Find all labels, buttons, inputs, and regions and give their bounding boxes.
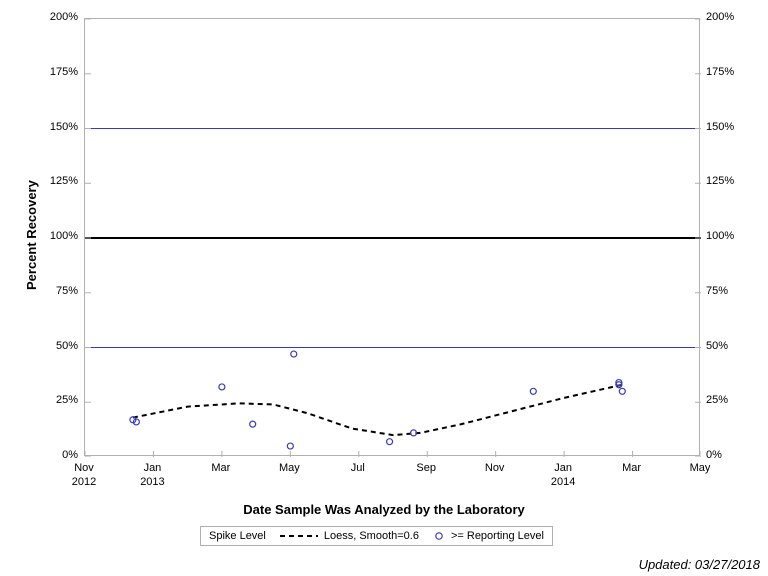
x-tick-label: Nov — [69, 462, 99, 474]
plot-svg — [85, 19, 701, 457]
x-tick-sublabel: 2013 — [132, 476, 172, 488]
y-tick-label: 150% — [50, 121, 78, 133]
y-tick-label: 50% — [56, 340, 78, 352]
y-tick-label: 100% — [50, 230, 78, 242]
y-tick-label-right: 125% — [706, 175, 734, 187]
dash-line-icon — [280, 531, 318, 541]
y-tick-label-right: 200% — [706, 11, 734, 23]
y-tick-label: 200% — [50, 11, 78, 23]
legend-item-reporting: >= Reporting Level — [433, 530, 544, 542]
y-tick-label: 75% — [56, 285, 78, 297]
x-axis-label: Date Sample Was Analyzed by the Laborato… — [0, 502, 768, 517]
x-tick-label: Mar — [617, 462, 647, 474]
chart-container: Percent Recovery Date Sample Was Analyze… — [0, 0, 768, 576]
x-tick-label: Jan — [137, 462, 167, 474]
legend-label: Loess, Smooth=0.6 — [324, 530, 419, 542]
x-tick-sublabel: 2012 — [64, 476, 104, 488]
x-tick-label: May — [685, 462, 715, 474]
circle-marker-icon — [433, 530, 445, 542]
y-tick-label-right: 50% — [706, 340, 728, 352]
y-tick-label: 25% — [56, 394, 78, 406]
legend: Spike Level Loess, Smooth=0.6 >= Reporti… — [200, 526, 553, 546]
x-tick-sublabel: 2014 — [543, 476, 583, 488]
x-tick-label: Jul — [343, 462, 373, 474]
y-tick-label-right: 75% — [706, 285, 728, 297]
plot-area — [84, 18, 700, 456]
y-tick-label-right: 150% — [706, 121, 734, 133]
legend-item-loess: Loess, Smooth=0.6 — [280, 530, 419, 542]
y-tick-label-right: 25% — [706, 394, 728, 406]
y-tick-label-right: 175% — [706, 66, 734, 78]
x-tick-label: May — [274, 462, 304, 474]
y-tick-label: 125% — [50, 175, 78, 187]
legend-title: Spike Level — [209, 530, 266, 542]
y-tick-label-right: 0% — [706, 449, 722, 461]
x-tick-label: Jan — [548, 462, 578, 474]
y-axis-label: Percent Recovery — [24, 180, 39, 290]
footer-updated: Updated: 03/27/2018 — [639, 557, 760, 572]
y-tick-label: 0% — [62, 449, 78, 461]
x-tick-label: Sep — [411, 462, 441, 474]
y-tick-label: 175% — [50, 66, 78, 78]
x-tick-label: Nov — [480, 462, 510, 474]
y-tick-label-right: 100% — [706, 230, 734, 242]
legend-label: >= Reporting Level — [451, 530, 544, 542]
x-tick-label: Mar — [206, 462, 236, 474]
